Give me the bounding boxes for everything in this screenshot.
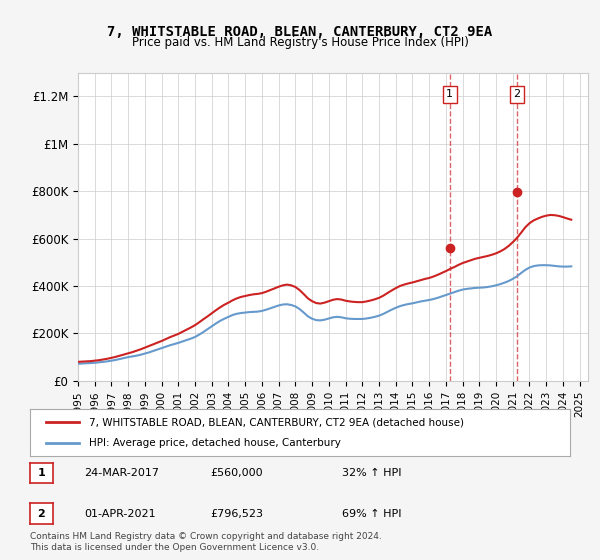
Text: 69% ↑ HPI: 69% ↑ HPI — [342, 508, 401, 519]
Text: 1: 1 — [446, 90, 453, 99]
Text: 2: 2 — [514, 90, 520, 99]
Text: 7, WHITSTABLE ROAD, BLEAN, CANTERBURY, CT2 9EA (detached house): 7, WHITSTABLE ROAD, BLEAN, CANTERBURY, C… — [89, 417, 464, 427]
Text: Price paid vs. HM Land Registry's House Price Index (HPI): Price paid vs. HM Land Registry's House … — [131, 36, 469, 49]
Text: 1: 1 — [38, 468, 45, 478]
Text: £560,000: £560,000 — [210, 468, 263, 478]
Text: Contains HM Land Registry data © Crown copyright and database right 2024.
This d: Contains HM Land Registry data © Crown c… — [30, 532, 382, 552]
Text: 01-APR-2021: 01-APR-2021 — [84, 508, 155, 519]
Text: 2: 2 — [38, 508, 45, 519]
Text: 24-MAR-2017: 24-MAR-2017 — [84, 468, 159, 478]
Text: £796,523: £796,523 — [210, 508, 263, 519]
Text: HPI: Average price, detached house, Canterbury: HPI: Average price, detached house, Cant… — [89, 438, 341, 448]
Text: 7, WHITSTABLE ROAD, BLEAN, CANTERBURY, CT2 9EA: 7, WHITSTABLE ROAD, BLEAN, CANTERBURY, C… — [107, 25, 493, 39]
Text: 32% ↑ HPI: 32% ↑ HPI — [342, 468, 401, 478]
